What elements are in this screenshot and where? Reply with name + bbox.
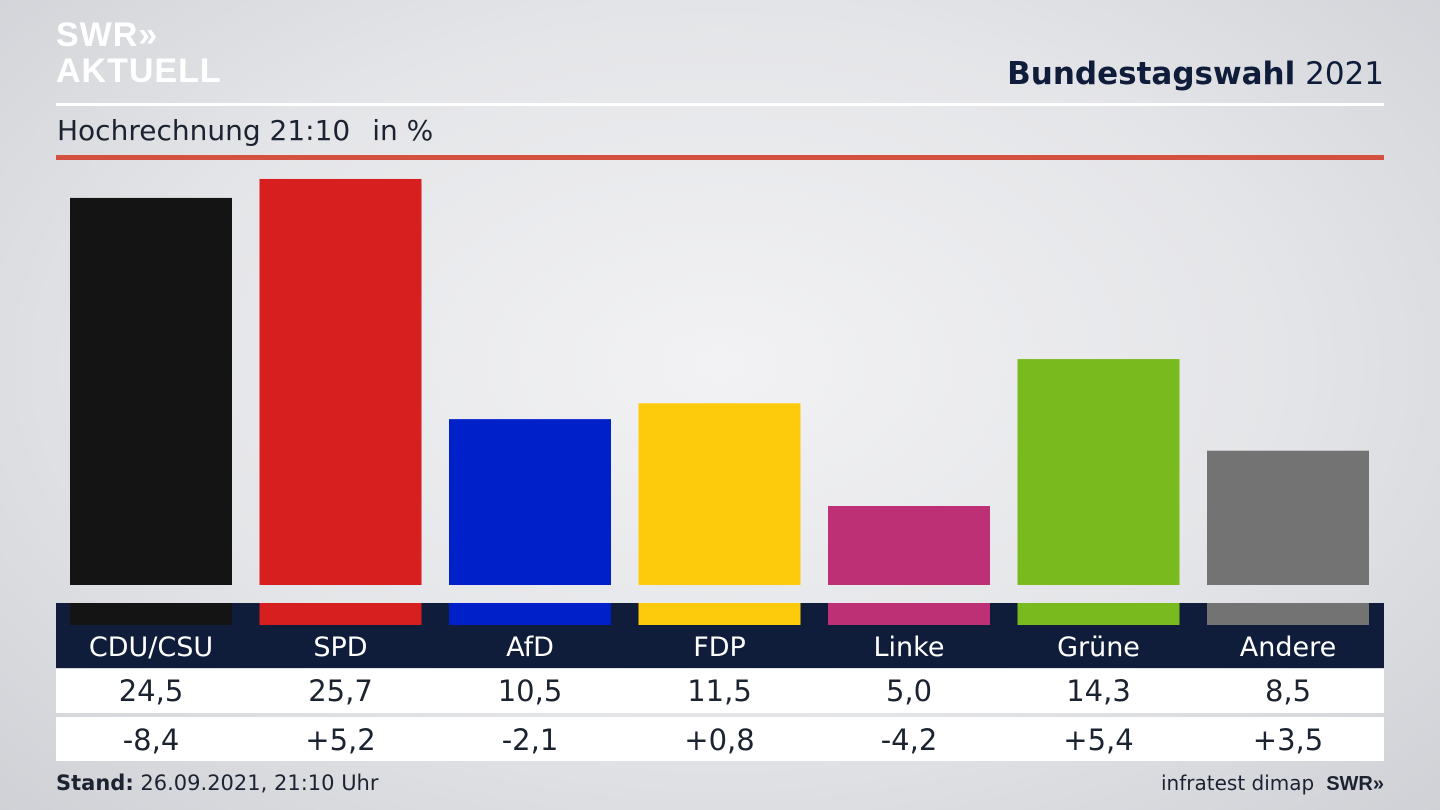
- color-strip-cdu-csu: [70, 603, 232, 625]
- color-strip-spd: [259, 603, 422, 625]
- party-label-spd: SPD: [313, 632, 367, 663]
- changes-row: [56, 717, 1384, 761]
- source-info: infratest dimap SWR»: [1161, 771, 1384, 796]
- bar-andere: [1207, 450, 1369, 585]
- stand-info: Stand: 26.09.2021, 21:10 Uhr: [56, 771, 379, 795]
- stand-label: Stand:: [56, 771, 134, 795]
- party-label-afd: AfD: [506, 632, 554, 663]
- change-label-gruene: +5,4: [1063, 723, 1133, 757]
- bar-cdu-csu: [70, 197, 232, 585]
- color-strip-afd: [449, 603, 611, 625]
- change-label-cdu-csu: -8,4: [123, 723, 180, 757]
- subtitle-text: Hochrechnung 21:10: [57, 114, 351, 147]
- change-label-fdp: +0,8: [684, 723, 754, 757]
- logo-line-aktuell: AKTUELL: [56, 52, 222, 90]
- header-divider: [56, 103, 1384, 106]
- color-strip-gruene: [1017, 603, 1180, 625]
- title-year: 2021: [1305, 56, 1384, 92]
- bar-fdp: [638, 403, 801, 585]
- values-row: [56, 669, 1384, 713]
- color-strip-fdp: [638, 603, 801, 625]
- change-label-linke: -4,2: [881, 723, 938, 757]
- party-label-fdp: FDP: [693, 632, 746, 663]
- unit-label: in %: [372, 114, 434, 147]
- value-label-fdp: 11,5: [687, 674, 752, 708]
- value-label-afd: 10,5: [498, 674, 563, 708]
- source-text: infratest dimap: [1161, 771, 1315, 795]
- chart-subtitle: Hochrechnung 21:10 in %: [57, 114, 433, 147]
- color-strip-linke: [828, 603, 990, 625]
- logo-line-swr: SWR»: [56, 16, 159, 54]
- party-label-linke: Linke: [874, 632, 945, 663]
- value-label-gruene: 14,3: [1066, 674, 1131, 708]
- color-strip-andere: [1207, 603, 1369, 625]
- title-bold: Bundestagswahl: [1007, 56, 1296, 92]
- value-label-linke: 5,0: [886, 674, 932, 708]
- bar-linke: [828, 506, 990, 585]
- change-label-andere: +3,5: [1253, 723, 1323, 757]
- change-label-spd: +5,2: [305, 723, 375, 757]
- change-label-afd: -2,1: [502, 723, 559, 757]
- value-label-cdu-csu: 24,5: [119, 674, 184, 708]
- page-title: Bundestagswahl 2021: [1007, 56, 1384, 92]
- bar-gruene: [1017, 359, 1180, 585]
- bar-spd: [259, 178, 422, 585]
- stand-value: 26.09.2021, 21:10 Uhr: [140, 771, 379, 795]
- bar-afd: [449, 419, 611, 585]
- party-label-cdu-csu: CDU/CSU: [89, 632, 213, 663]
- swr-footer-logo: SWR»: [1326, 773, 1384, 795]
- accent-divider: [56, 155, 1384, 160]
- party-label-gruene: Grüne: [1057, 632, 1140, 663]
- value-label-andere: 8,5: [1265, 674, 1311, 708]
- value-label-spd: 25,7: [308, 674, 373, 708]
- party-label-andere: Andere: [1240, 632, 1336, 663]
